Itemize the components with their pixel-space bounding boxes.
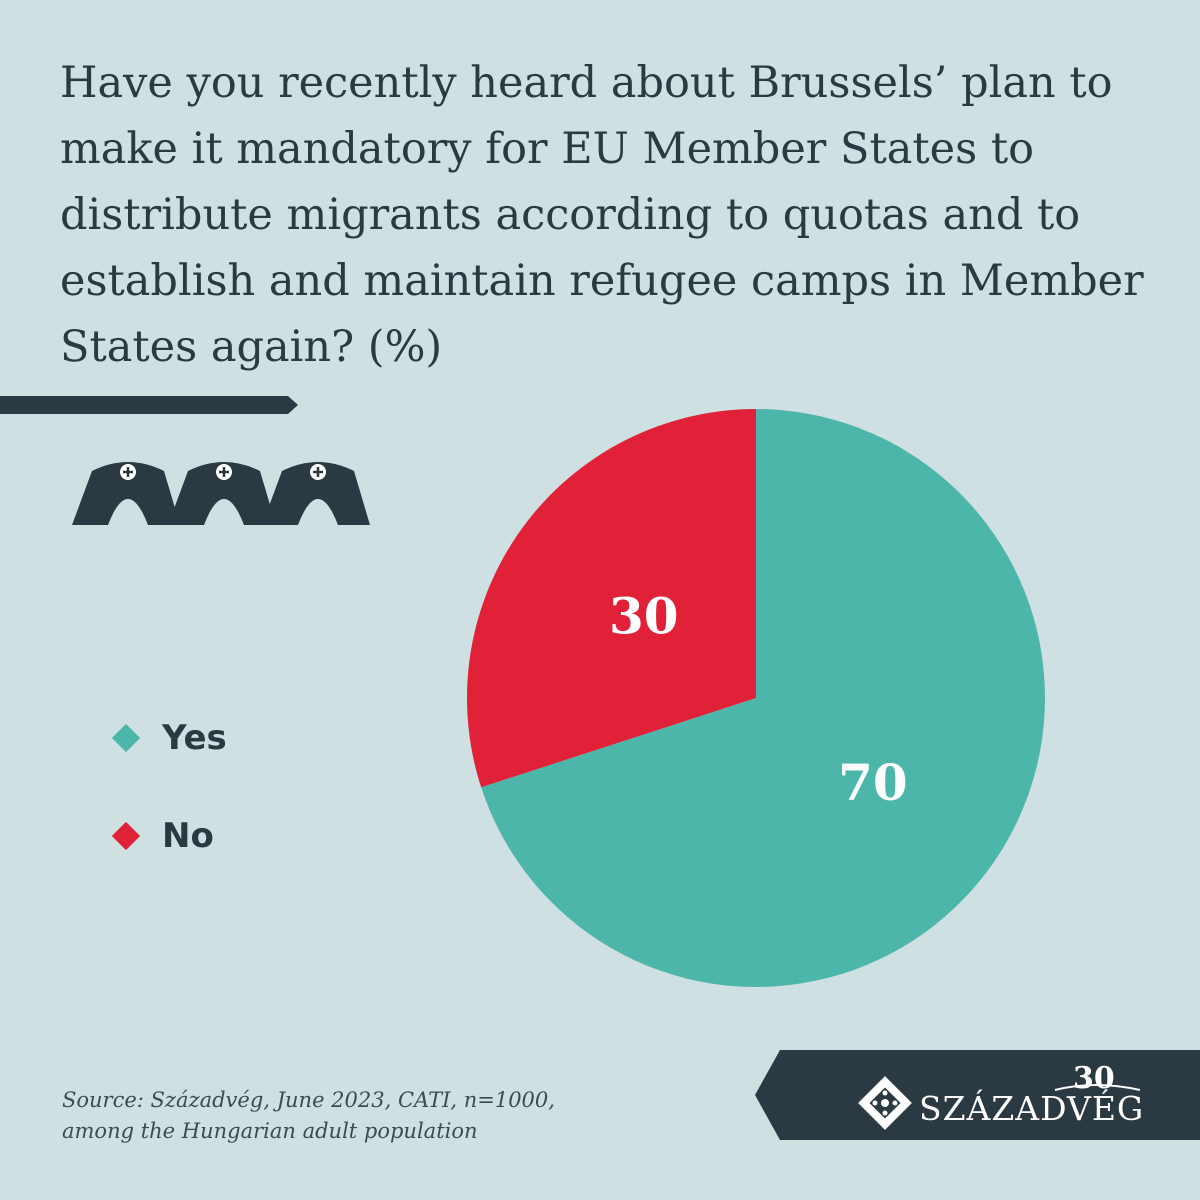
pie-slice-yes (481, 409, 1045, 987)
legend-item-no: No (110, 816, 214, 856)
refugee-tents-illustration (72, 462, 370, 525)
refugee-tent-icon (168, 462, 276, 525)
logo-bar: SZÁZADVÉG 30 (755, 1050, 1200, 1140)
legend-label-no: No (162, 816, 214, 856)
legend-label-yes: Yes (162, 718, 227, 758)
pie-label-yes: 70 (838, 753, 908, 812)
chart-title: Have you recently heard about Brussels’ … (60, 58, 1144, 372)
pie-label-no: 30 (609, 586, 679, 645)
pie-slice-no (466, 409, 756, 788)
legend-swatch-yes (111, 723, 141, 753)
legend-item-yes: Yes (110, 718, 227, 758)
title-divider (0, 396, 298, 414)
logo-anniversary-badge: 30 (1073, 1061, 1115, 1096)
source-note: Source: Századvég, June 2023, CATI, n=10… (62, 1085, 555, 1147)
source-line-1: Source: Századvég, June 2023, CATI, n=10… (62, 1088, 555, 1112)
refugee-tent-icon (72, 462, 180, 525)
source-line-2: among the Hungarian adult population (62, 1119, 478, 1143)
refugee-tent-icon (262, 462, 370, 525)
legend-swatch-no (111, 821, 141, 851)
logo-wordmark: SZÁZADVÉG (919, 1088, 1144, 1128)
